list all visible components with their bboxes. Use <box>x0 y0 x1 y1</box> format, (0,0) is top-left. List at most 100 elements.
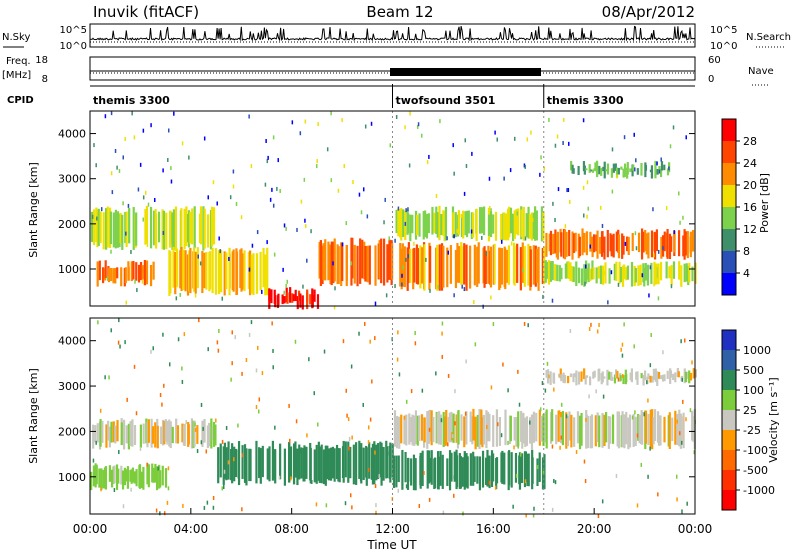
echo-cell <box>454 249 458 289</box>
echo-cell <box>670 265 673 286</box>
echo-cell <box>601 499 604 504</box>
echo-cell <box>406 247 409 291</box>
echo-cell <box>396 357 399 362</box>
echo-cell <box>464 211 467 236</box>
echo-cell <box>453 475 455 480</box>
echo-cell <box>225 425 228 430</box>
echo-cell <box>571 231 574 260</box>
echo-cell <box>430 410 433 446</box>
echo-cell <box>603 236 606 260</box>
echo-cell <box>597 513 600 518</box>
echo-cell <box>570 161 573 171</box>
echo-cell <box>241 453 244 458</box>
echo-cell <box>660 161 664 171</box>
echo-cell <box>692 368 695 379</box>
echo-cell <box>288 441 291 483</box>
echo-cell <box>662 350 664 355</box>
echo-cell <box>116 165 118 170</box>
echo-cell <box>642 374 645 386</box>
echo-cell <box>640 462 643 467</box>
echo-cell <box>598 415 601 448</box>
echo-cell <box>96 209 99 248</box>
echo-cell <box>689 408 692 413</box>
echo-cell <box>621 353 624 358</box>
colorbar-tick-label: 4 <box>743 267 750 280</box>
echo-cell <box>552 373 556 384</box>
echo-cell <box>524 479 527 484</box>
echo-cell <box>172 246 175 288</box>
echo-cell <box>104 375 106 380</box>
echo-cell <box>102 212 105 250</box>
echo-cell <box>592 234 596 253</box>
echo-cell <box>341 242 344 247</box>
echo-cell <box>560 232 563 257</box>
echo-cell <box>555 414 558 445</box>
echo-cell <box>426 216 428 221</box>
colorbar-tick-label: 16 <box>743 201 757 214</box>
echo-cell <box>428 427 431 432</box>
echo-cell <box>310 229 312 234</box>
echo-cell <box>243 250 246 292</box>
echo-cell <box>289 287 292 303</box>
echo-cell <box>532 513 535 518</box>
echo-cell <box>618 261 621 284</box>
echo-cell <box>294 289 297 302</box>
echo-cell <box>590 322 592 327</box>
echo-cell <box>599 205 602 210</box>
echo-cell <box>345 244 348 281</box>
echo-cell <box>481 417 484 448</box>
echo-cell <box>346 413 348 418</box>
echo-cell <box>656 161 658 166</box>
echo-cell <box>153 210 156 246</box>
echo-cell <box>551 298 554 303</box>
echo-cell <box>205 449 208 454</box>
echo-cell <box>157 211 161 243</box>
echo-cell <box>174 252 177 295</box>
echo-cell <box>207 214 210 248</box>
echo-cell <box>647 398 649 403</box>
echo-cell <box>142 466 145 490</box>
echo-cell <box>144 261 147 282</box>
echo-cell <box>250 164 253 169</box>
echo-cell <box>603 161 606 179</box>
echo-cell <box>617 234 621 259</box>
echo-cell <box>657 249 660 254</box>
echo-cell <box>612 163 615 173</box>
echo-cell <box>694 262 697 284</box>
echo-cell <box>498 416 502 446</box>
echo-cell <box>577 165 580 176</box>
echo-cell <box>289 438 291 443</box>
echo-cell <box>428 409 432 441</box>
echo-cell <box>602 166 605 172</box>
echo-cell <box>677 230 681 257</box>
echo-cell <box>201 420 204 448</box>
echo-cell <box>611 147 614 152</box>
echo-cell <box>272 135 275 140</box>
echo-cell <box>621 265 625 287</box>
echo-cell <box>208 422 211 447</box>
echo-cell <box>517 208 520 236</box>
echo-cell <box>521 413 524 449</box>
echo-cell <box>560 374 563 382</box>
echo-cell <box>566 415 570 447</box>
echo-cell <box>109 211 113 245</box>
echo-cell <box>673 230 675 235</box>
echo-cell <box>153 198 156 203</box>
echo-cell <box>565 414 568 419</box>
y-tick-label: 4000 <box>58 128 86 141</box>
echo-cell <box>651 376 654 383</box>
echo-cell <box>503 452 506 485</box>
echo-cell <box>586 180 589 185</box>
nsky-trace <box>89 25 696 42</box>
echo-cell <box>599 236 602 254</box>
echo-cell <box>636 371 639 385</box>
echo-cell <box>545 261 549 279</box>
echo-cell <box>689 372 693 381</box>
echo-cell <box>240 248 243 292</box>
echo-cell <box>279 189 281 194</box>
echo-cell <box>643 267 646 287</box>
echo-cell <box>219 443 222 478</box>
echo-cell <box>369 339 371 344</box>
echo-cell <box>680 339 682 344</box>
echo-cell <box>194 422 196 427</box>
